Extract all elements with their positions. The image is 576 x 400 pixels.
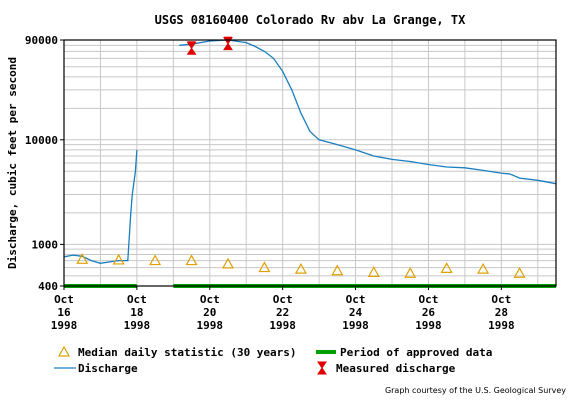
median-point [112, 253, 125, 265]
x-tick-label: 28 [495, 306, 508, 319]
legend-median-symbol [57, 345, 71, 357]
median-point [258, 261, 271, 273]
y-tick-label: 1000 [32, 238, 59, 251]
median-point [221, 257, 235, 269]
x-tick-label: Oct [54, 293, 74, 306]
x-tick-label: Oct [346, 293, 366, 306]
median-point [76, 253, 89, 264]
median-point [404, 266, 417, 278]
median-point [149, 254, 162, 266]
x-tick-label: 20 [203, 306, 216, 319]
median-point [513, 266, 526, 278]
discharge-line [63, 149, 138, 264]
x-tick-label: 24 [349, 306, 363, 319]
median-point [294, 262, 307, 274]
series [63, 36, 557, 278]
x-tick-label: 1998 [51, 319, 78, 332]
plot-frame [63, 39, 557, 287]
credit-text: Graph courtesy of the U.S. Geological Su… [385, 386, 566, 395]
legend-label: Period of approved data [340, 346, 492, 359]
legend: Median daily statistic (30 years) Period … [54, 345, 492, 375]
x-tick-label: 1998 [269, 319, 296, 332]
x-tick-label: 18 [130, 306, 143, 319]
x-tick-label: Oct [273, 293, 293, 306]
x-tick-label: 1998 [488, 319, 515, 332]
measured-point [186, 41, 197, 55]
grid [63, 39, 556, 287]
x-tick-label: Oct [200, 293, 220, 306]
discharge-line [179, 39, 557, 185]
median-point [185, 254, 198, 266]
x-tick-label: Oct [127, 293, 147, 306]
x-tick-label: 16 [57, 306, 71, 319]
legend-label: Discharge [78, 362, 138, 375]
axes: 90000100001000400Oct161998Oct181998Oct20… [25, 34, 557, 332]
legend-approved-symbol [316, 350, 336, 354]
legend-label: Median daily statistic (30 years) [78, 346, 297, 359]
x-tick-label: Oct [419, 293, 439, 306]
median-point [440, 262, 453, 273]
legend-label: Measured discharge [336, 362, 456, 375]
x-tick-label: 1998 [415, 319, 442, 332]
y-tick-label: 10000 [25, 134, 58, 147]
y-axis-label: Discharge, cubic feet per second [6, 57, 19, 269]
y-tick-label: 90000 [25, 34, 58, 47]
y-tick-label: 400 [38, 280, 58, 293]
legend-measured-symbol [317, 361, 327, 375]
x-tick-label: 26 [422, 306, 436, 319]
chart-title: USGS 08160400 Colorado Rv abv La Grange,… [155, 13, 466, 27]
x-tick-label: Oct [491, 293, 511, 306]
x-tick-label: 1998 [124, 319, 151, 332]
x-tick-label: 1998 [197, 319, 224, 332]
median-point [331, 264, 344, 276]
median-point [477, 262, 490, 274]
x-tick-label: 22 [276, 306, 289, 319]
x-tick-label: 1998 [342, 319, 369, 332]
median-point [367, 266, 380, 277]
